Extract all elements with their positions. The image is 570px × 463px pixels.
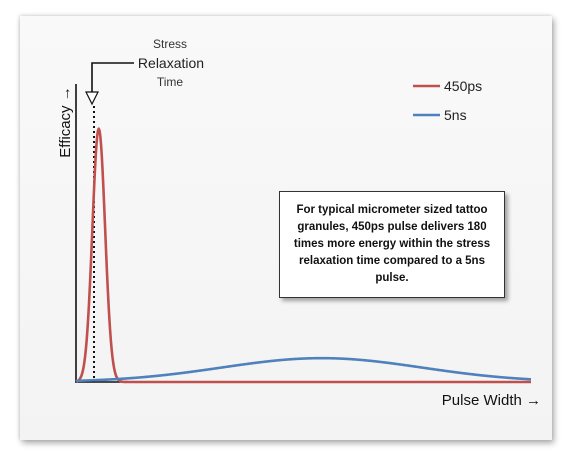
annotation-callout-box: For typical micrometer sized tattoo gran… [279,191,505,298]
y-axis-label: Efficacy → [57,86,74,157]
stress-label-line-2: Relaxation [138,55,204,71]
series-line-5ns [75,356,532,383]
stress-callout-bracket [91,62,134,92]
legend-label-450ps: 450ps [444,78,482,94]
stress-label-line-3: Time [157,75,184,89]
stress-callout-arrowhead [85,91,99,106]
legend-label-5ns: 5ns [444,107,467,123]
annotation-callout-text: For typical micrometer sized tattoo gran… [293,204,491,284]
series-line-450ps [75,127,532,384]
x-axis-label: Pulse Width → [442,392,541,409]
stress-label-line-1: Stress [153,37,187,51]
